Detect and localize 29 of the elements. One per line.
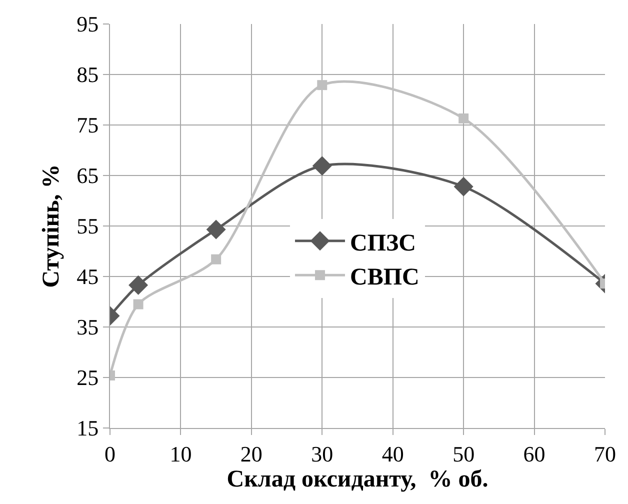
point bbox=[454, 176, 474, 196]
x-tick-label: 40 bbox=[382, 441, 404, 466]
x-tick-label: 0 bbox=[104, 441, 116, 466]
x-tick-label: 60 bbox=[523, 441, 546, 466]
y-tick-label: 95 bbox=[76, 12, 99, 37]
y-tick-label: 25 bbox=[76, 365, 99, 390]
x-tick-label: 20 bbox=[240, 441, 262, 466]
y-tick-label: 15 bbox=[76, 416, 99, 441]
point bbox=[206, 220, 226, 240]
point bbox=[133, 299, 144, 310]
x-axis-title: Склад оксиданту, % об. bbox=[226, 466, 488, 493]
legend-label: СПЗС bbox=[350, 230, 416, 256]
point bbox=[458, 113, 469, 124]
y-tick-label: 85 bbox=[76, 62, 99, 88]
point bbox=[211, 254, 222, 264]
x-tick-label: 30 bbox=[311, 441, 334, 466]
y-axis-title: Ступінь, % bbox=[38, 164, 65, 288]
y-tick-label: 55 bbox=[76, 214, 99, 239]
x-tick-label: 10 bbox=[170, 441, 192, 466]
y-tick-label: 35 bbox=[76, 314, 99, 340]
point bbox=[317, 80, 328, 90]
y-tick-label: 75 bbox=[76, 112, 99, 138]
y-tick-label: 65 bbox=[76, 163, 99, 188]
y-tick-label: 45 bbox=[76, 264, 99, 290]
point bbox=[312, 156, 332, 176]
x-tick-label: 50 bbox=[452, 441, 475, 466]
legend-label: СВПС bbox=[350, 264, 420, 290]
x-tick-label: 70 bbox=[594, 441, 616, 466]
point bbox=[128, 275, 148, 295]
